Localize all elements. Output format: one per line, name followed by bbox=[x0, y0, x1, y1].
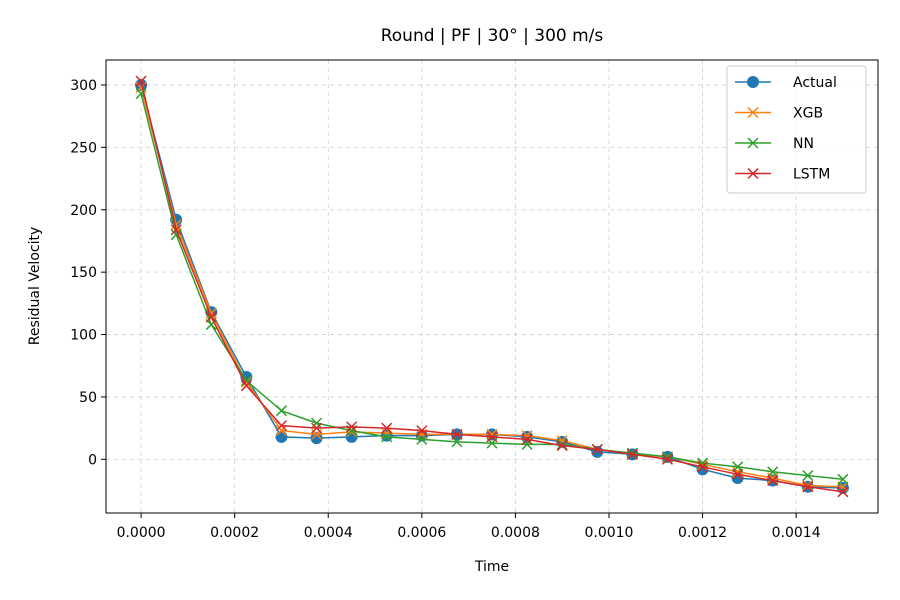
y-tick-label: 200 bbox=[70, 203, 97, 219]
plot-frame bbox=[105, 59, 879, 514]
x-tick-label: 0.0000 bbox=[117, 525, 166, 541]
legend-label-nn: NN bbox=[793, 136, 814, 152]
x-tick-label: 0.0012 bbox=[678, 525, 727, 541]
data-point-nn bbox=[626, 447, 638, 459]
legend-label-actual: Actual bbox=[793, 75, 837, 91]
data-point-lstm bbox=[556, 440, 568, 452]
data-point-lstm bbox=[802, 481, 814, 493]
legend: Actual XGB NN LSTM bbox=[726, 65, 867, 194]
data-point-nn bbox=[837, 473, 849, 485]
chart-title: Round | PF | 30° | 300 m/s bbox=[381, 26, 604, 46]
data-point-nn bbox=[767, 466, 779, 478]
legend-marker-actual bbox=[747, 76, 759, 88]
y-tick-label: 150 bbox=[70, 265, 97, 281]
data-point-nn bbox=[275, 405, 287, 417]
data-point-lstm bbox=[661, 453, 673, 465]
data-point-lstm bbox=[170, 224, 182, 236]
data-point-nn bbox=[416, 433, 428, 445]
data-point-actual bbox=[135, 78, 148, 91]
data-point-lstm bbox=[381, 422, 393, 434]
legend-item-nn: NN bbox=[735, 136, 814, 152]
data-point-xgb bbox=[346, 426, 358, 438]
series-nn bbox=[135, 88, 849, 485]
y-axis-label: Residual Velocity bbox=[27, 227, 43, 346]
data-point-xgb bbox=[275, 425, 287, 437]
data-point-lstm bbox=[135, 75, 147, 87]
data-point-actual bbox=[310, 432, 323, 445]
x-axis-label: Time bbox=[474, 559, 509, 575]
series-layer bbox=[135, 75, 849, 498]
data-point-lstm bbox=[311, 422, 323, 434]
y-tick-label: 300 bbox=[70, 78, 97, 94]
data-point-lstm bbox=[626, 448, 638, 460]
y-tick-label: 50 bbox=[79, 390, 97, 406]
data-point-lstm bbox=[416, 425, 428, 437]
data-point-lstm bbox=[240, 380, 252, 392]
legend-item-xgb: XGB bbox=[735, 106, 823, 122]
data-point-lstm bbox=[205, 311, 217, 323]
data-point-nn bbox=[521, 438, 533, 450]
data-point-nn bbox=[311, 417, 323, 429]
legend-marker-xgb bbox=[747, 106, 759, 119]
data-point-lstm bbox=[521, 433, 533, 445]
x-tick-label: 0.0014 bbox=[772, 525, 821, 541]
data-point-actual bbox=[275, 430, 288, 443]
data-point-nn bbox=[802, 470, 814, 482]
legend-item-lstm: LSTM bbox=[735, 167, 830, 183]
y-tick-label: 0 bbox=[88, 452, 97, 468]
legend-box bbox=[726, 65, 867, 194]
data-point-lstm bbox=[275, 420, 287, 432]
data-point-lstm bbox=[486, 431, 498, 443]
legend-marker-nn bbox=[747, 137, 759, 149]
data-point-nn bbox=[381, 431, 393, 443]
data-point-lstm bbox=[837, 486, 849, 498]
legend-item-actual: Actual bbox=[735, 75, 837, 91]
legend-marker-lstm bbox=[747, 167, 759, 180]
y-tick-label: 100 bbox=[70, 328, 97, 344]
y-axis: 0 50 100 150 200 250 300 bbox=[70, 78, 106, 468]
data-point-lstm bbox=[732, 468, 744, 480]
data-point-lstm bbox=[767, 475, 779, 487]
x-tick-label: 0.0006 bbox=[397, 525, 446, 541]
data-point-nn bbox=[240, 375, 252, 387]
x-tick-label: 0.0002 bbox=[210, 525, 259, 541]
legend-label-lstm: LSTM bbox=[793, 167, 830, 183]
data-point-xgb bbox=[802, 480, 814, 492]
x-tick-label: 0.0004 bbox=[304, 525, 353, 541]
data-point-lstm bbox=[346, 421, 358, 433]
x-tick-label: 0.0010 bbox=[584, 525, 633, 541]
y-tick-label: 250 bbox=[70, 140, 97, 156]
x-axis: 0.0000 0.0002 0.0004 0.0006 0.0008 0.0010 0.00… bbox=[117, 513, 821, 541]
data-point-lstm bbox=[451, 428, 463, 440]
legend-label-xgb: XGB bbox=[793, 106, 823, 122]
data-point-nn bbox=[556, 438, 568, 450]
data-point-lstm bbox=[591, 443, 603, 455]
series-lstm bbox=[135, 75, 849, 498]
x-tick-label: 0.0008 bbox=[491, 525, 540, 541]
data-point-lstm bbox=[697, 461, 709, 473]
